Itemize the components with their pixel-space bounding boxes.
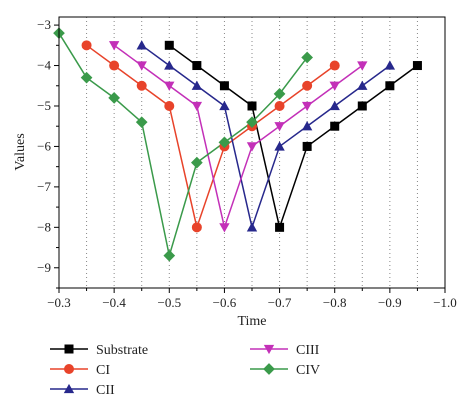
marker-triangle-down	[108, 41, 120, 51]
x-tick-label: −0.4	[102, 295, 126, 310]
marker-square	[192, 61, 202, 71]
marker-diamond	[135, 116, 148, 129]
marker-square	[275, 222, 285, 232]
marker-diamond	[246, 116, 258, 129]
marker-triangle-up	[384, 60, 396, 70]
marker-triangle-down	[136, 61, 147, 71]
x-tick-label: −1.0	[433, 295, 457, 310]
y-tick-label: −8	[37, 219, 51, 234]
series-markers	[53, 27, 422, 262]
marker-triangle-up	[274, 141, 285, 151]
y-axis-title: Values	[13, 133, 28, 170]
marker-triangle-down	[164, 81, 175, 91]
marker-diamond	[80, 71, 93, 84]
marker-diamond	[163, 249, 176, 262]
marker-triangle-down	[263, 344, 275, 355]
marker-square	[412, 61, 422, 71]
marker-circle	[164, 100, 175, 111]
marker-square	[385, 81, 395, 91]
marker-circle	[329, 60, 340, 71]
marker-triangle-up	[357, 80, 368, 90]
marker-triangle-up	[136, 40, 147, 50]
series-line	[113, 44, 363, 231]
marker-diamond	[218, 136, 231, 149]
marker-diamond	[263, 363, 275, 375]
marker-square	[357, 101, 367, 111]
marker-square	[302, 141, 312, 151]
marker-square	[330, 121, 340, 131]
marker-triangle-down	[301, 101, 313, 112]
y-tick-label: −4	[37, 58, 51, 73]
series-line	[168, 44, 418, 231]
marker-circle	[64, 364, 74, 374]
marker-triangle-down	[191, 101, 203, 112]
series-line	[86, 44, 336, 231]
marker-triangle-up	[164, 60, 175, 70]
y-tick-label: −6	[37, 138, 51, 153]
y-ticks: −3 −4 −5 −6 −7 −8 −9	[37, 17, 59, 289]
x-tick-label: −0.5	[157, 295, 181, 310]
series-line	[141, 44, 391, 231]
marker-diamond	[191, 156, 203, 169]
marker-circle	[191, 222, 202, 233]
marker-diamond	[301, 51, 313, 64]
marker-triangle-up	[63, 383, 75, 394]
marker-circle	[302, 80, 313, 91]
series-lines	[58, 32, 418, 256]
y-tick-label: −9	[37, 260, 51, 275]
marker-circle	[81, 40, 92, 51]
y-tick-label: −5	[37, 98, 51, 113]
marker-square	[219, 81, 229, 91]
marker-triangle-up	[219, 100, 230, 111]
x-tick-label: −0.9	[378, 295, 402, 310]
marker-square	[164, 40, 174, 50]
x-ticks: −0.3 −0.4 −0.5 −0.6 −0.7 −0.8 −0.9 −1.0	[47, 288, 457, 310]
legend-label: CI	[96, 363, 110, 378]
legend: Substrate CI CII CIII CIV	[50, 343, 320, 398]
marker-triangle-down	[329, 81, 340, 91]
marker-triangle-up	[329, 100, 340, 111]
marker-triangle-up	[191, 80, 203, 90]
marker-triangle-down	[274, 122, 285, 132]
marker-triangle-down	[246, 142, 258, 152]
series-line	[58, 32, 308, 256]
marker-circle	[274, 100, 285, 111]
legend-label: CIII	[296, 343, 320, 358]
marker-triangle-up	[301, 121, 313, 131]
marker-triangle-down	[219, 223, 230, 233]
x-tick-label: −0.6	[213, 295, 237, 310]
marker-circle	[109, 60, 120, 71]
marker-diamond	[273, 88, 286, 100]
legend-label: CIV	[296, 363, 320, 378]
x-tick-label: −0.7	[268, 295, 292, 310]
marker-diamond	[108, 92, 120, 104]
x-axis-title: Time	[237, 314, 266, 329]
y-tick-label: −3	[37, 17, 51, 32]
legend-label: Substrate	[96, 343, 148, 358]
marker-triangle-down	[357, 61, 368, 71]
x-tick-label: −0.8	[323, 295, 347, 310]
marker-triangle-up	[246, 222, 258, 232]
x-tick-label: −0.3	[47, 295, 71, 310]
legend-label: CII	[96, 383, 115, 398]
y-tick-label: −7	[37, 179, 51, 194]
marker-circle	[136, 80, 147, 91]
marker-square	[64, 344, 74, 354]
vertical-gridlines	[86, 17, 418, 288]
marker-square	[247, 101, 257, 111]
